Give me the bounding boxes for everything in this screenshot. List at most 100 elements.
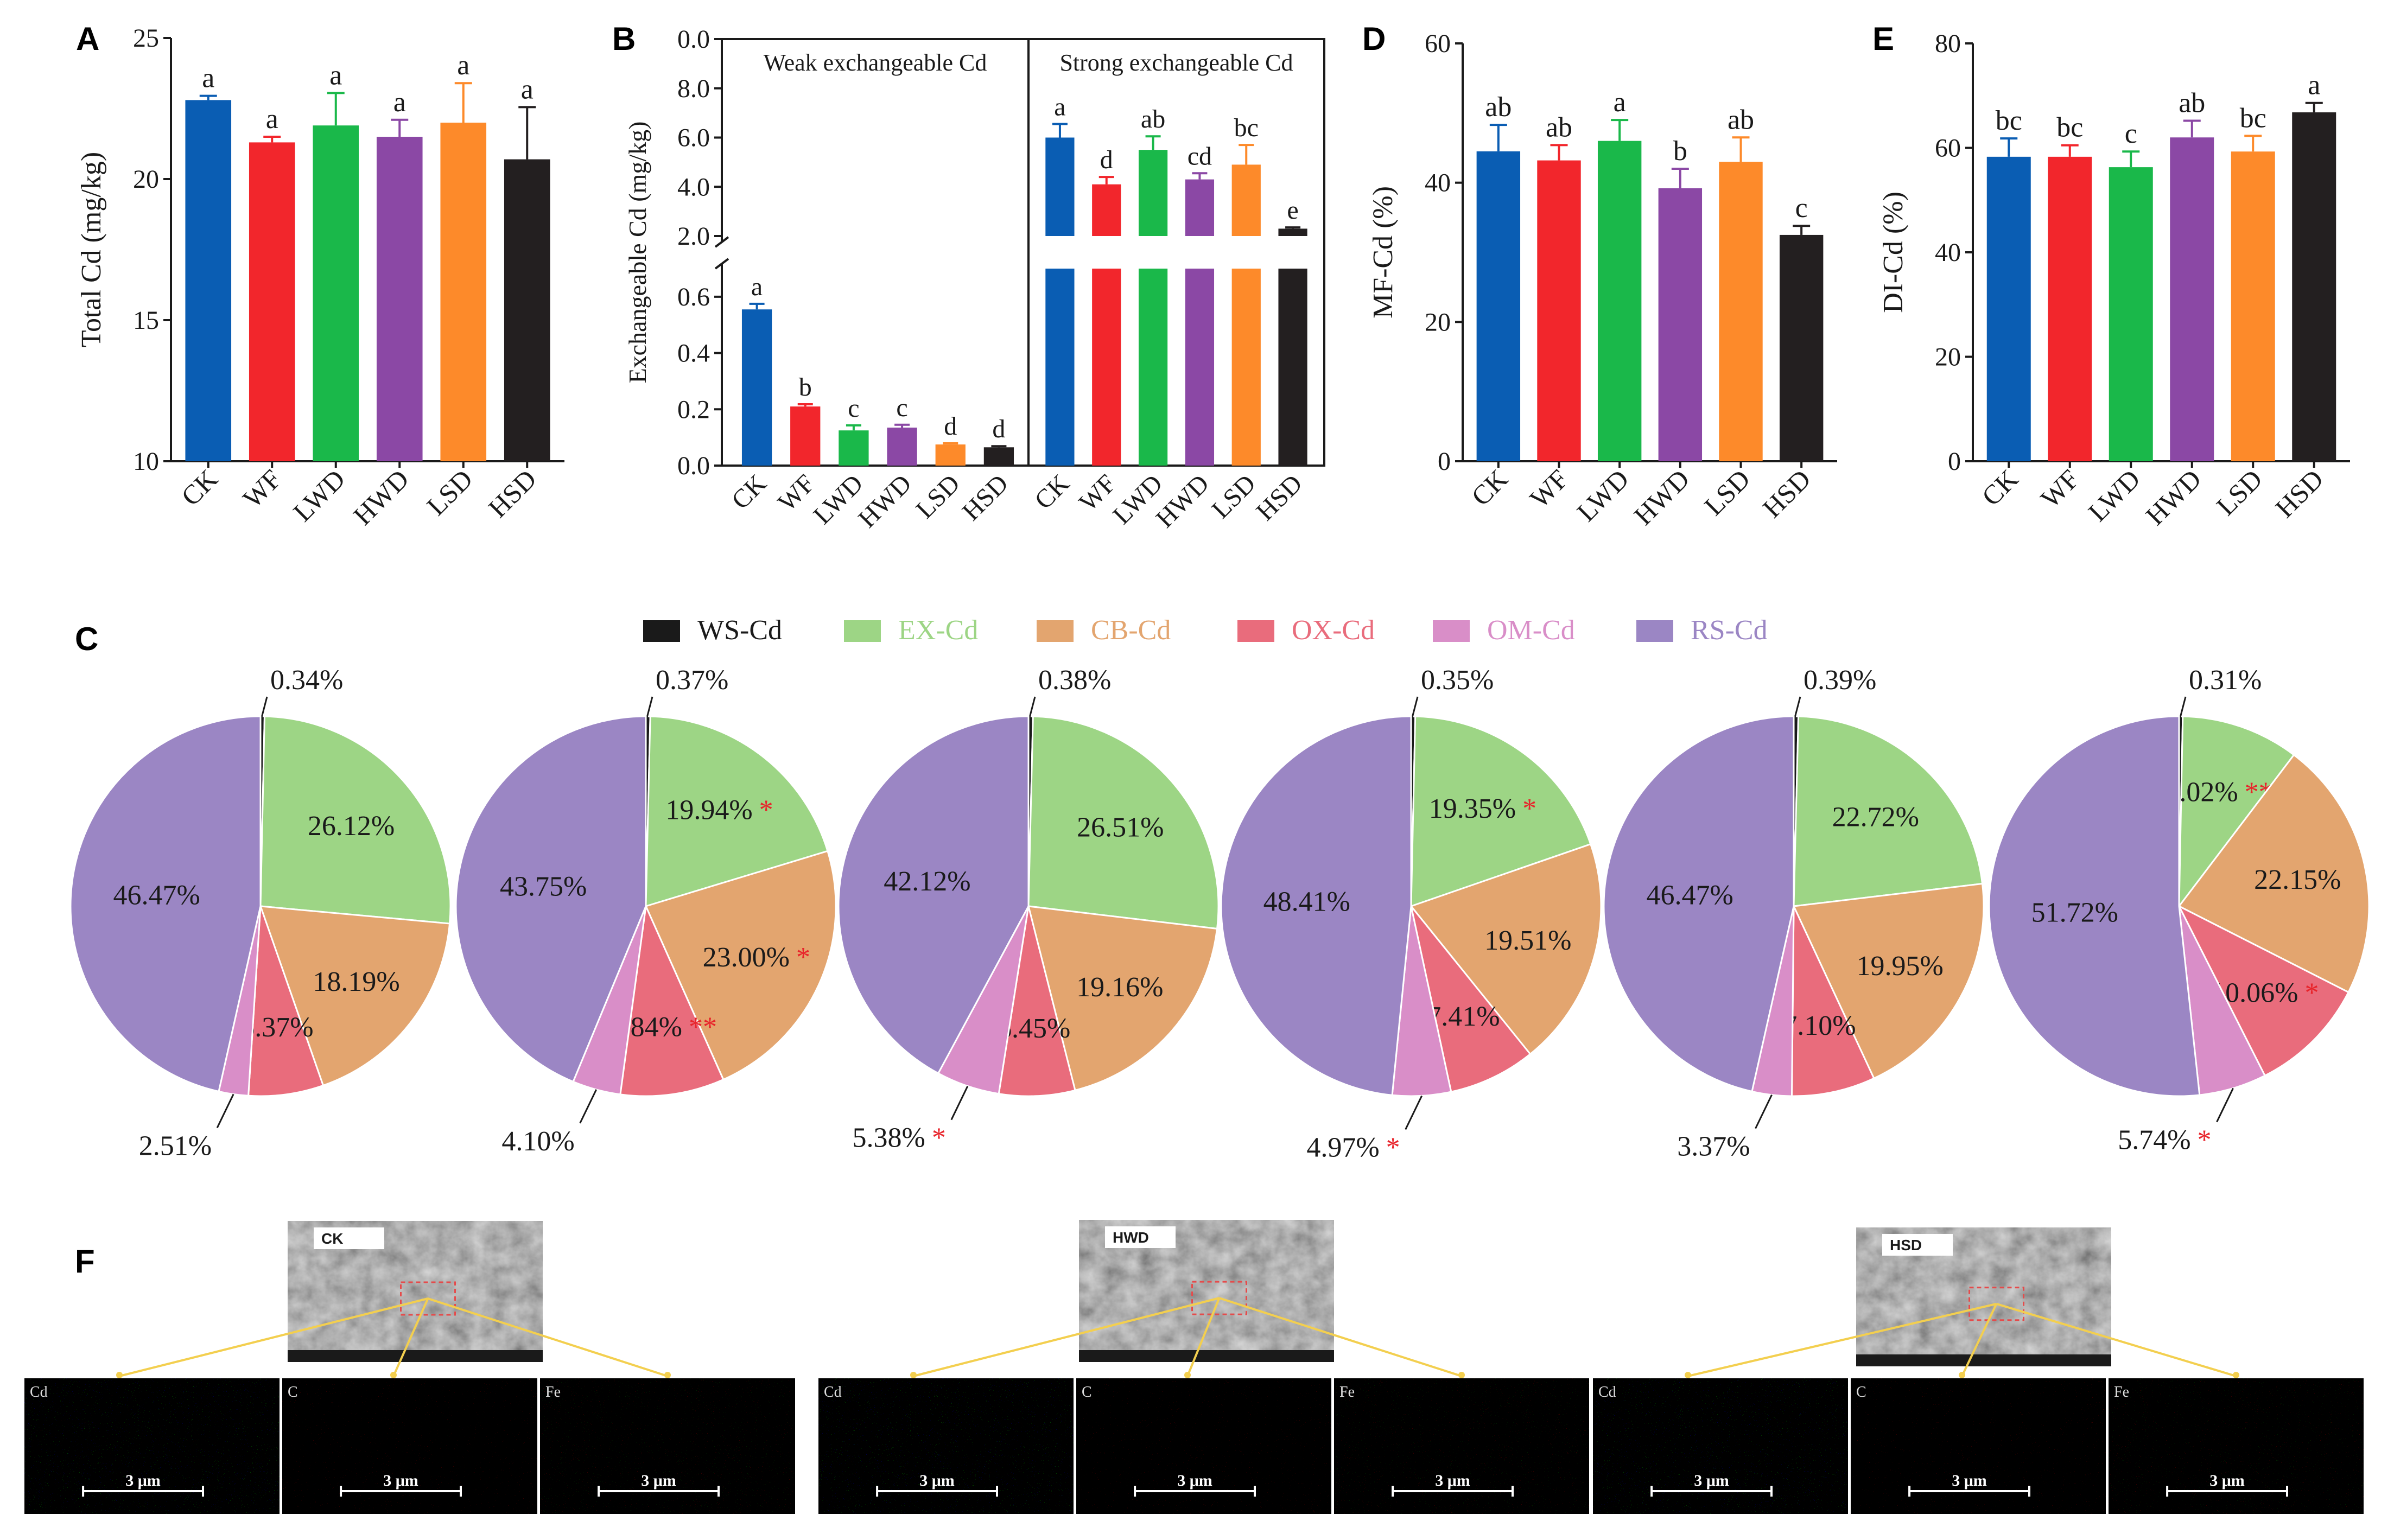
- x-tick-label: LSD: [421, 463, 478, 521]
- significance-letter: ab: [2179, 87, 2205, 118]
- significance-letter: ab: [1485, 92, 1512, 123]
- y-tick-label: 20: [1935, 343, 1961, 372]
- callout-line: [1793, 696, 1801, 722]
- callout-line: [1405, 1095, 1423, 1130]
- y-tick-label: 8.0: [677, 74, 710, 103]
- pointer-line: [392, 1298, 429, 1377]
- bar-strong-lower-lsd: [1231, 269, 1261, 466]
- x-tick-label: HSD: [1757, 463, 1817, 523]
- significance-letter: c: [896, 393, 907, 422]
- significance-letter: ab: [1546, 112, 1572, 143]
- x-tick-label: CK: [1976, 463, 2024, 512]
- bar-strong-upper-ck: [1045, 137, 1075, 236]
- y-axis-label: DI-Cd (%): [1878, 192, 1909, 313]
- panel-letter-a: A: [76, 21, 99, 57]
- x-tick-label: WF: [2035, 463, 2085, 514]
- eds-element-label: Cd: [824, 1384, 842, 1401]
- bar-lwd: [2109, 167, 2153, 461]
- eds-element-label: Fe: [1339, 1384, 1355, 1401]
- callout-line: [1027, 696, 1036, 722]
- eds-map-dots: [2109, 1378, 2364, 1514]
- y-axis-label: MF-Cd (%): [1368, 186, 1399, 319]
- panel-letter-b: B: [612, 21, 636, 57]
- pie-value-label: 43.75%: [500, 871, 587, 902]
- legend-swatch: [643, 620, 680, 642]
- significance-letter: d: [992, 415, 1005, 443]
- panel-letter-e: E: [1872, 21, 1894, 57]
- x-tick-label: HWD: [1151, 469, 1215, 533]
- chart-panel-e: 0 20 40 60 80 DI-Cd (%) bc CK bc WF c LWD ab HWD bc LSD…: [1878, 29, 2350, 531]
- scale-bar-label: 3 μm: [125, 1472, 161, 1490]
- bar-wf: [249, 142, 295, 461]
- eds-map-dots: [1593, 1378, 1848, 1514]
- significance-star: *: [2304, 977, 2319, 1008]
- significance-letter: bc: [1234, 113, 1259, 142]
- sem-label: HWD: [1113, 1229, 1149, 1246]
- section-title: Strong exchangeable Cd: [1059, 49, 1293, 76]
- pointer-line: [1961, 1303, 1998, 1377]
- pie-slice-rs-cd: [1988, 715, 2201, 1097]
- panel-letter-f: F: [75, 1243, 95, 1280]
- sem-label: HSD: [1890, 1237, 1922, 1253]
- bar-strong-lower-lwd: [1138, 269, 1168, 466]
- chart-panel-c: WS-Cd EX-Cd CB-Cd OX-Cd OM-Cd RS-Cd 0.34% 26.12…: [69, 615, 2370, 1163]
- eds-element-label: C: [1856, 1384, 1866, 1401]
- scale-bar-label: 3 μm: [1694, 1472, 1729, 1490]
- pie-slice-rs-cd: [1603, 715, 1795, 1093]
- y-tick-label: 60: [1425, 29, 1451, 58]
- significance-star: *: [2198, 1125, 2212, 1156]
- pie-value-label: 7.41%: [1427, 1001, 1500, 1032]
- bar-wf: [1537, 160, 1581, 462]
- pie-slice-cb-cd: [2177, 754, 2370, 994]
- x-tick-label: HWD: [853, 469, 917, 533]
- bar-weak-hsd: [983, 447, 1014, 466]
- pie-slice-ex-cd: [645, 715, 829, 908]
- bar-strong-lower-hsd: [1278, 269, 1307, 466]
- bar-weak-lsd: [935, 444, 966, 466]
- pie-value-label: 22.15%: [2254, 864, 2341, 895]
- eds-element-label: Cd: [30, 1384, 48, 1401]
- bar-wf: [2048, 156, 2092, 461]
- significance-letter: bc: [1996, 105, 2022, 136]
- significance-letter: e: [1287, 196, 1298, 225]
- bar-strong-upper-lsd: [1231, 164, 1261, 236]
- pie-slice-rs-cd: [837, 715, 1030, 1075]
- scale-bar-label: 3 μm: [1952, 1472, 1987, 1490]
- bar-lwd: [1597, 141, 1642, 462]
- bar-strong-upper-wf: [1092, 184, 1121, 236]
- eds-map-dots: [24, 1378, 280, 1514]
- callout-line: [2178, 696, 2187, 722]
- significance-letter: c: [848, 394, 859, 423]
- bar-lsd: [1719, 162, 1763, 462]
- pie-value-label: 0.37%: [656, 665, 728, 696]
- bar-strong-upper-hwd: [1185, 179, 1215, 236]
- scale-bar-label: 3 μm: [1177, 1472, 1212, 1490]
- pie-slice-om-cd: [2178, 906, 2266, 1096]
- pie-value-label: 0.39%: [1804, 665, 1876, 696]
- x-tick-label: LSD: [2211, 463, 2268, 521]
- pie-slice-ex-cd: [1793, 715, 1984, 907]
- pie-value-label: 42.12%: [884, 866, 970, 897]
- x-tick-label: LSD: [1206, 469, 1261, 524]
- eds-map-dots: [818, 1378, 1074, 1514]
- significance-letter: a: [329, 60, 342, 91]
- bar-lsd: [2231, 151, 2275, 461]
- legend-label: RS-Cd: [1691, 615, 1768, 646]
- x-tick-label: LWD: [808, 469, 868, 530]
- y-tick-label: 60: [1935, 134, 1961, 163]
- pie-value-label: 4.97% *: [1306, 1132, 1400, 1163]
- pie-slice-ex-cd: [259, 715, 452, 925]
- pie-value-label: 19.16%: [1076, 972, 1163, 1003]
- pointer-head: [390, 1372, 397, 1378]
- pie-slice-cb-cd: [1409, 843, 1602, 1055]
- y-tick-label: 2.0: [677, 222, 710, 251]
- pie-value-label: 26.51%: [1077, 812, 1164, 843]
- x-tick-label: CK: [1029, 469, 1075, 515]
- y-tick-label: 0: [1948, 447, 1961, 476]
- pie-slice-ex-cd: [1410, 715, 1592, 908]
- pointer-line: [119, 1297, 428, 1377]
- sem-info-bar: [1856, 1354, 2111, 1366]
- significance-letter: bc: [2240, 103, 2266, 133]
- pointer-head: [1685, 1372, 1691, 1378]
